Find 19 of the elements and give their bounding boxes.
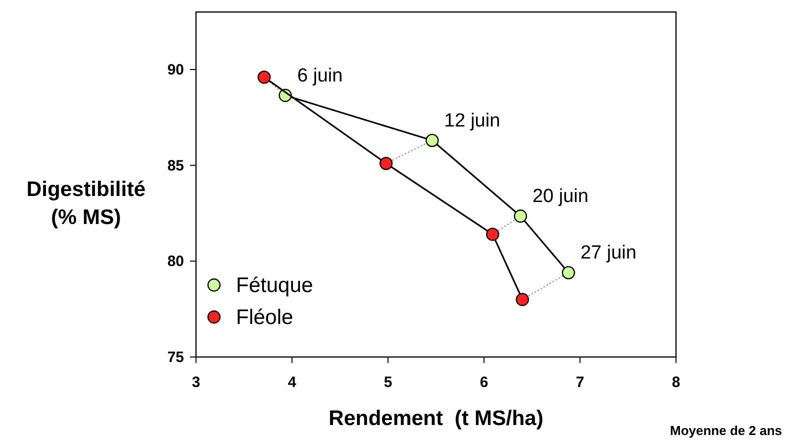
annotation: 6 juin	[297, 65, 343, 86]
y-tick-label: 80	[167, 253, 184, 270]
y-tick-label: 85	[167, 157, 184, 174]
text: Moyenne de 2 ans	[670, 423, 782, 438]
x-tick-label: 6	[480, 374, 488, 391]
x-axis-title: Rendement (t MS/ha)	[328, 407, 544, 430]
x-tick-label: 7	[576, 374, 584, 391]
y-tick-label: 75	[167, 349, 184, 366]
x-tick-label: 5	[384, 374, 392, 391]
y-tick-label: 90	[167, 62, 184, 78]
annotation: 12 juin	[444, 110, 500, 132]
legend-label: Fétuque	[236, 274, 314, 297]
y-axis-title: Digestibilité (% MS)	[26, 178, 146, 229]
x-tick-label: 3	[192, 374, 200, 391]
annotation: 27 juin	[580, 242, 636, 264]
annotation: 20 juin	[532, 186, 588, 208]
x-tick-label: 8	[672, 374, 680, 391]
legend-label: Fléole	[236, 306, 294, 329]
x-tick-label: 4	[288, 374, 297, 391]
